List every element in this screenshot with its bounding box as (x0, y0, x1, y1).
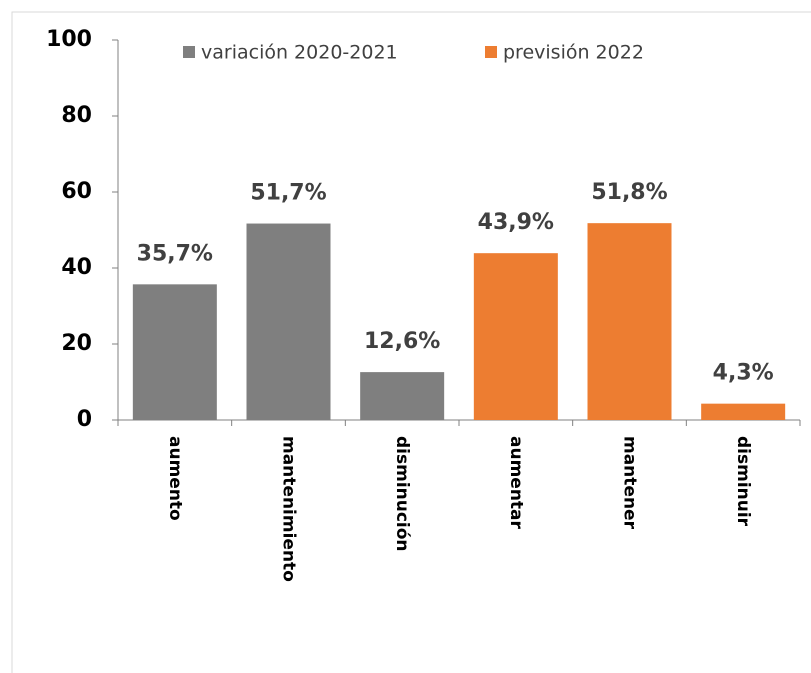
value-label: 4,3% (713, 361, 774, 386)
y-tick-label: 80 (61, 103, 92, 128)
value-label: 51,7% (250, 181, 326, 206)
x-tick-label: aumentar (506, 436, 526, 530)
bar (701, 403, 786, 420)
y-tick-label: 0 (77, 407, 92, 432)
value-label: 12,6% (364, 329, 440, 354)
bar (132, 284, 217, 420)
bar (587, 223, 672, 420)
frame (11, 11, 811, 673)
legend-swatch (183, 46, 195, 58)
value-label: 51,8% (591, 180, 667, 205)
value-label: 35,7% (137, 241, 213, 266)
y-tick-label: 20 (61, 331, 92, 356)
legend-swatch (485, 46, 497, 58)
x-tick-label: mantener (620, 436, 640, 530)
bar (246, 223, 331, 420)
x-tick-label: disminuir (733, 436, 753, 527)
y-tick-label: 60 (61, 179, 92, 204)
y-tick-label: 100 (46, 27, 92, 52)
bar (360, 372, 445, 420)
x-tick-label: mantenimiento (279, 436, 299, 582)
value-label: 43,9% (478, 210, 554, 235)
legend-label: variación 2020-2021 (201, 42, 398, 64)
y-tick-label: 40 (61, 255, 92, 280)
x-tick-label: disminución (392, 436, 412, 552)
bar (473, 253, 558, 420)
legend-label: previsión 2022 (503, 42, 644, 64)
x-tick-label: aumento (165, 436, 185, 521)
